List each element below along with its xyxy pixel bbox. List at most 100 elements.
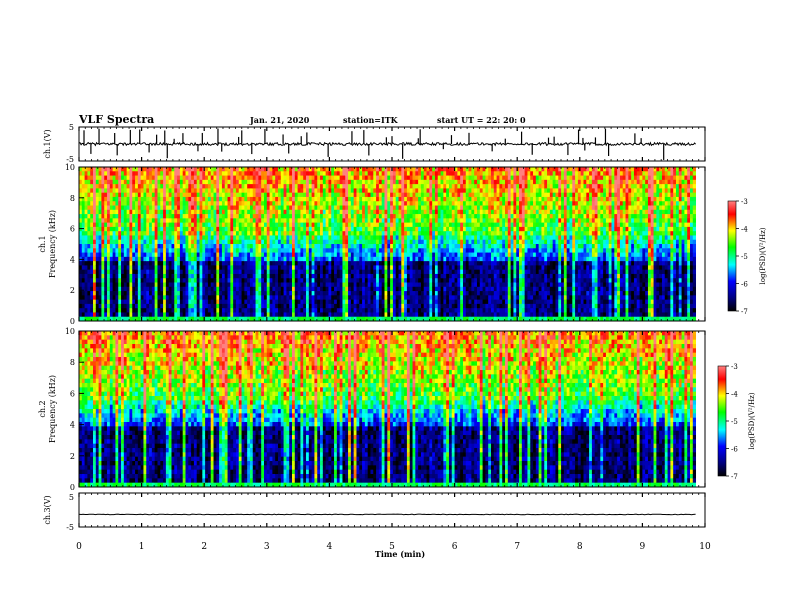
spectrogram-cell bbox=[328, 231, 332, 236]
spectrogram-cell bbox=[418, 265, 422, 271]
spectrogram-cell bbox=[429, 192, 433, 198]
spectrogram-cell bbox=[415, 231, 419, 236]
spectrogram-cell bbox=[118, 256, 122, 262]
spectrogram-cell bbox=[121, 214, 125, 219]
spectrogram-cell bbox=[272, 273, 276, 279]
spectrogram-cell bbox=[345, 252, 349, 258]
spectrogram-cell bbox=[199, 286, 203, 292]
spectrogram-cell bbox=[247, 235, 251, 241]
spectrogram-cell bbox=[238, 239, 242, 245]
spectrogram-cell bbox=[154, 235, 158, 241]
spectrogram-cell bbox=[283, 291, 287, 296]
spectrogram-cell bbox=[101, 235, 105, 241]
spectrogram-cell bbox=[440, 278, 444, 283]
spectrogram-cell bbox=[121, 205, 125, 211]
spectrogram-cell bbox=[381, 222, 385, 228]
spectrogram-cell bbox=[238, 295, 242, 301]
spectrogram-cell bbox=[384, 252, 388, 258]
spectrogram-cell bbox=[294, 171, 299, 176]
spectrogram-cell bbox=[378, 188, 383, 194]
spectrogram-cell bbox=[423, 316, 427, 321]
spectrogram-cell bbox=[443, 175, 447, 181]
spectrogram-cell bbox=[135, 299, 139, 305]
spectrogram-cell bbox=[205, 175, 209, 181]
spectrogram-cell bbox=[283, 218, 287, 224]
spectrogram-cell bbox=[210, 214, 214, 219]
spectrogram-cell bbox=[362, 184, 366, 189]
spectrogram-cell bbox=[93, 265, 97, 271]
spectrogram-cell bbox=[191, 244, 195, 249]
spectrogram-cell bbox=[216, 299, 220, 305]
spectrogram-cell bbox=[432, 222, 436, 228]
spectrogram-cell bbox=[149, 261, 153, 266]
spectrogram-cell bbox=[401, 167, 405, 172]
spectrogram-cell bbox=[334, 312, 338, 318]
spectrogram-cell bbox=[191, 273, 195, 279]
spectrogram-cell bbox=[188, 312, 192, 318]
spectrogram-cell bbox=[404, 192, 408, 198]
spectrogram-cell bbox=[199, 226, 203, 232]
spectrogram-cell bbox=[263, 282, 268, 288]
spectrogram-cell bbox=[101, 196, 105, 202]
spectrogram-cell bbox=[143, 214, 147, 219]
spectrogram-cell bbox=[336, 167, 341, 172]
spectrogram-cell bbox=[406, 226, 411, 232]
spectrogram-cell bbox=[90, 231, 94, 236]
spectrogram-cell bbox=[395, 184, 399, 189]
spectrogram-cell bbox=[454, 209, 458, 215]
spectrogram-cell bbox=[151, 265, 156, 271]
spectrogram-cell bbox=[381, 201, 385, 206]
spectrogram-cell bbox=[334, 218, 338, 224]
spectrogram-cell bbox=[384, 256, 388, 262]
spectrogram-cell bbox=[292, 303, 296, 309]
spectrogram-cell bbox=[303, 303, 307, 309]
spectrogram-cell bbox=[362, 231, 366, 236]
spectrogram-cell bbox=[415, 167, 419, 172]
spectrogram-cell bbox=[376, 316, 380, 321]
spectrogram-cell bbox=[378, 196, 383, 202]
spectrogram-cell bbox=[460, 256, 464, 262]
spectrogram-cell bbox=[177, 312, 181, 318]
ch1-spike-group bbox=[83, 128, 665, 160]
spectrogram-cell bbox=[362, 244, 366, 249]
spectrogram-cell bbox=[188, 205, 192, 211]
spectrogram-cell bbox=[199, 248, 203, 253]
spectrogram-cell bbox=[350, 222, 355, 228]
spectrogram-cell bbox=[300, 312, 304, 318]
spectrogram-cell bbox=[350, 269, 355, 275]
spectrogram-cell bbox=[115, 239, 119, 245]
spectrogram-cell bbox=[370, 196, 374, 202]
spectrogram-cell bbox=[418, 188, 422, 194]
spectrogram-cell bbox=[322, 179, 327, 185]
spectrogram-cell bbox=[109, 175, 114, 181]
spectrogram-cell bbox=[306, 184, 310, 189]
spectrogram-cell bbox=[185, 184, 189, 189]
spectrogram-cell bbox=[283, 299, 287, 305]
spectrogram-cell bbox=[221, 201, 226, 206]
spectrogram-cell bbox=[207, 282, 212, 288]
spectrogram-cell bbox=[129, 179, 133, 185]
spectrogram-cell bbox=[429, 244, 433, 249]
spectrogram-cell bbox=[348, 244, 352, 249]
spectrogram-cell bbox=[283, 201, 287, 206]
spectrogram-cell bbox=[448, 235, 453, 241]
spectrogram-cell bbox=[101, 205, 105, 211]
spectrogram-cell bbox=[143, 286, 147, 292]
spectrogram-cell bbox=[280, 222, 284, 228]
spectrogram-cell bbox=[350, 167, 355, 172]
spectrogram-cell bbox=[423, 205, 427, 211]
spectrogram-cell bbox=[294, 248, 299, 253]
spectrogram-cell bbox=[95, 218, 100, 224]
spectrogram-cell bbox=[356, 282, 360, 288]
spectrogram-cell bbox=[115, 244, 119, 249]
spectrogram-cell bbox=[362, 265, 366, 271]
spectrogram-cell bbox=[98, 261, 102, 266]
spectrogram-cell bbox=[263, 248, 268, 253]
spectrogram-cell bbox=[401, 265, 405, 271]
spectrogram-cell bbox=[135, 209, 139, 215]
spectrogram-cell bbox=[373, 265, 377, 271]
spectrogram-cell bbox=[378, 312, 383, 318]
spectrogram-cell bbox=[322, 248, 327, 253]
spectrogram-cell bbox=[213, 252, 217, 258]
spectrogram-cell bbox=[446, 209, 450, 215]
